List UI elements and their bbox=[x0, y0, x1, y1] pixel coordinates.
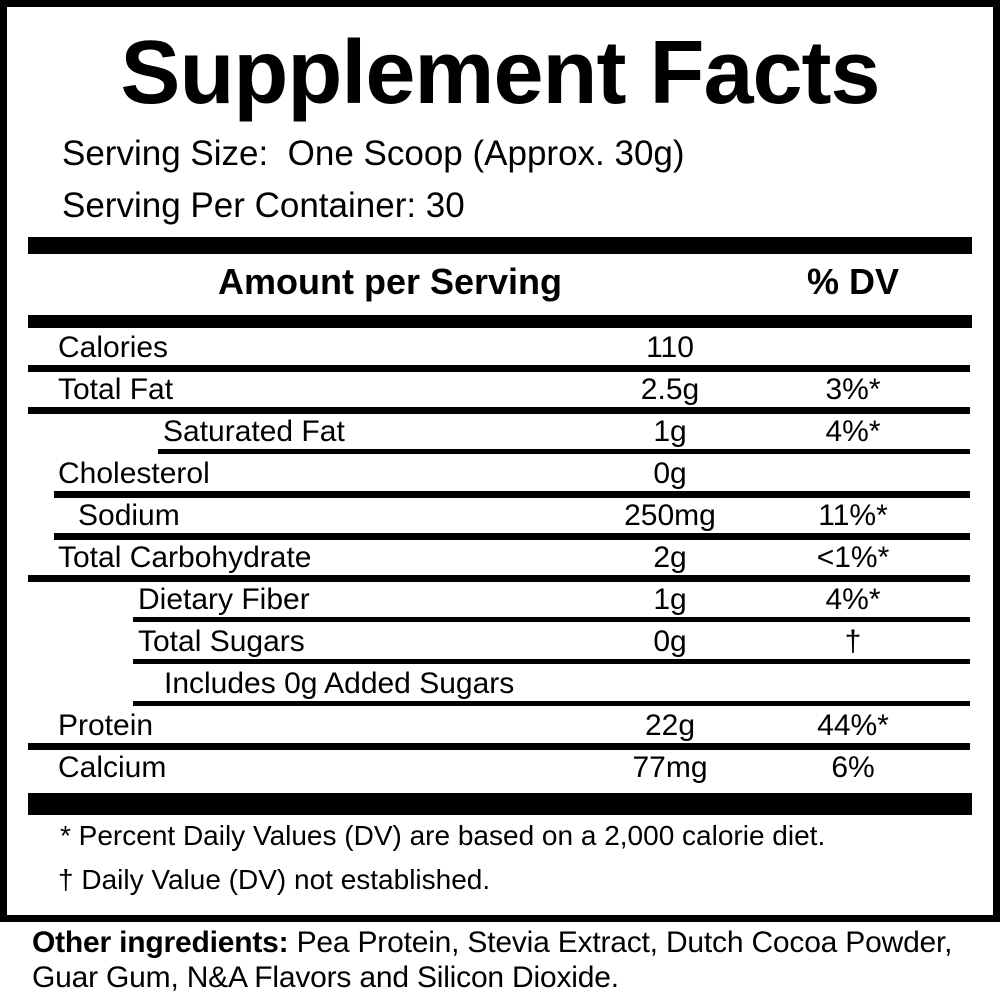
row-separator-indented bbox=[158, 449, 970, 454]
nutrient-amount: 1g bbox=[653, 582, 687, 616]
nutrient-dv: 4%* bbox=[825, 582, 881, 616]
other-ingredients-heading: Other ingredients: bbox=[32, 926, 289, 959]
nutrient-dv: 44%* bbox=[817, 708, 889, 742]
nutrient-dv: 11%* bbox=[818, 498, 888, 532]
nutrient-table: Calories 110 Total Fat 2.5g 3%* Saturate… bbox=[28, 330, 970, 785]
divider-bar-top bbox=[28, 237, 972, 254]
panel-title: Supplement Facts bbox=[120, 23, 880, 123]
nutrient-amount: 77mg bbox=[632, 750, 708, 784]
nutrient-dv: 3%* bbox=[825, 372, 881, 406]
serving-per-container-line: Serving Per Container: 30 bbox=[62, 186, 465, 225]
nutrient-name: Total Fat bbox=[58, 372, 174, 406]
other-ingredients-list: Pea Protein, Stevia Extract, Dutch Cocoa… bbox=[32, 926, 953, 994]
nutrient-name: Total Carbohydrate bbox=[58, 540, 312, 574]
nutrient-row-cholesterol: Cholesterol 0g bbox=[28, 456, 970, 491]
row-separator-indented bbox=[133, 617, 970, 622]
nutrient-amount: 0g bbox=[653, 456, 687, 490]
nutrient-row-dietary-fiber: Dietary Fiber 1g 4%* bbox=[28, 582, 970, 617]
row-separator bbox=[28, 575, 970, 582]
nutrient-amount: 0g bbox=[653, 624, 687, 658]
nutrient-row-total-fat: Total Fat 2.5g 3%* bbox=[28, 372, 970, 407]
divider-bar-header bbox=[28, 315, 972, 328]
nutrient-amount: 22g bbox=[644, 708, 696, 742]
percent-dv-header: % DV bbox=[806, 261, 900, 302]
nutrient-amount: 2g bbox=[653, 540, 687, 574]
nutrient-name: Calories bbox=[58, 330, 169, 364]
nutrient-name: Dietary Fiber bbox=[138, 582, 310, 616]
nutrient-amount: 110 bbox=[646, 330, 694, 364]
row-separator bbox=[28, 407, 970, 414]
nutrient-row-calories: Calories 110 bbox=[28, 330, 970, 365]
row-separator bbox=[54, 491, 970, 498]
nutrient-dv: † bbox=[844, 624, 862, 658]
amount-per-serving-header: Amount per Serving bbox=[218, 261, 563, 302]
nutrient-row-saturated-fat: Saturated Fat 1g 4%* bbox=[28, 414, 970, 449]
nutrient-amount: 1g bbox=[653, 414, 687, 448]
nutrient-dv: <1%* bbox=[816, 540, 890, 574]
nutrient-name: Protein bbox=[58, 708, 154, 742]
nutrient-name: Saturated Fat bbox=[163, 414, 345, 448]
nutrient-name: Cholesterol bbox=[58, 456, 210, 490]
other-ingredients-paragraph: Other ingredients: Pea Protein, Stevia E… bbox=[32, 925, 988, 995]
footnote-dagger: † Daily Value (DV) not established. bbox=[58, 864, 491, 895]
nutrient-name: Sodium bbox=[78, 498, 180, 532]
nutrient-dv: 4%* bbox=[825, 414, 881, 448]
supplement-facts-panel-border bbox=[0, 0, 1000, 922]
nutrient-row-sodium: Sodium 250mg 11%* bbox=[28, 498, 970, 533]
nutrient-row-added-sugars: Includes 0g Added Sugars bbox=[28, 666, 970, 701]
nutrient-name: Calcium bbox=[58, 750, 167, 784]
serving-size-line: Serving Size: One Scoop (Approx. 30g) bbox=[62, 134, 685, 173]
nutrient-dv: 6% bbox=[831, 750, 875, 784]
footnote-percent-dv: * Percent Daily Values (DV) are based on… bbox=[60, 820, 826, 851]
nutrient-row-calcium: Calcium 77mg 6% bbox=[28, 750, 970, 785]
nutrient-name: Includes 0g Added Sugars bbox=[164, 666, 515, 700]
nutrient-name: Total Sugars bbox=[138, 624, 305, 658]
nutrient-row-total-sugars: Total Sugars 0g † bbox=[28, 624, 970, 659]
row-separator-indented bbox=[133, 701, 970, 706]
nutrient-amount: 250mg bbox=[624, 498, 716, 532]
divider-bar-bottom bbox=[28, 793, 972, 815]
nutrient-amount: 2.5g bbox=[640, 372, 700, 406]
row-separator bbox=[54, 533, 970, 540]
nutrient-row-protein: Protein 22g 44%* bbox=[28, 708, 970, 743]
row-separator bbox=[28, 743, 970, 750]
nutrient-row-total-carbohydrate: Total Carbohydrate 2g <1%* bbox=[28, 540, 970, 575]
row-separator-indented bbox=[133, 659, 970, 664]
row-separator bbox=[28, 365, 970, 372]
